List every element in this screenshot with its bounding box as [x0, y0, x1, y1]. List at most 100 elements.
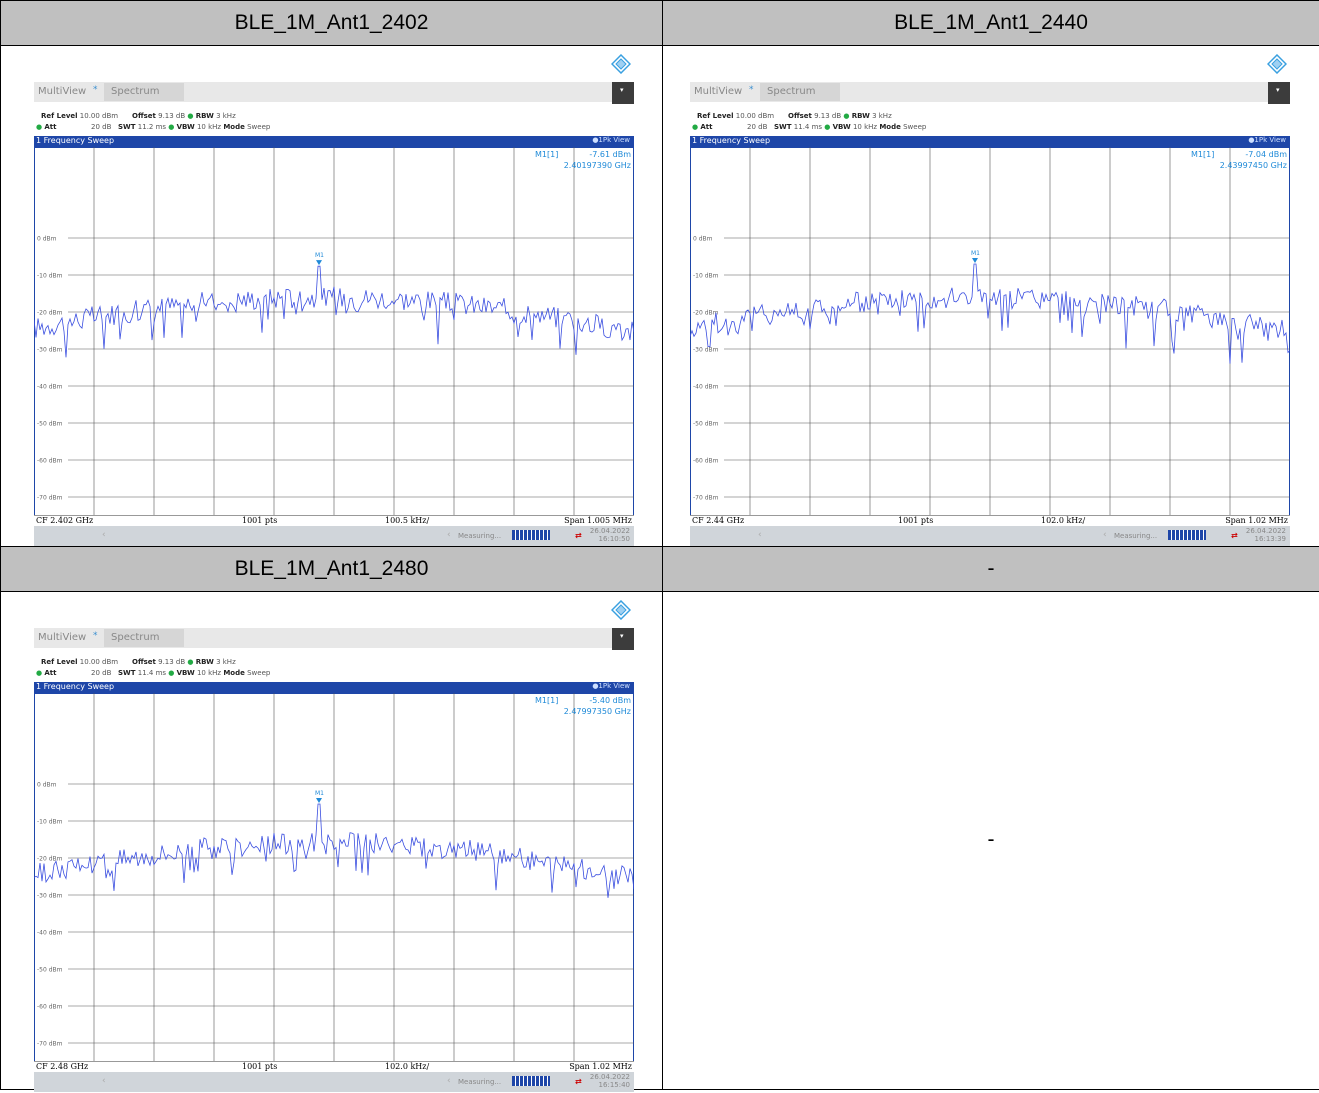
points-count: 1001 pts — [242, 1062, 278, 1071]
trace-view-label: ●1Pk View — [592, 136, 630, 144]
tab-spectrum[interactable]: Spectrum — [760, 83, 840, 101]
sweep-title-bar: 1 Frequency Sweep ●1Pk View — [690, 136, 1290, 147]
menu-button[interactable]: ▾ — [612, 82, 634, 104]
y-axis-label: -70 dBm — [37, 495, 63, 502]
sweep-title: 1 Frequency Sweep — [36, 136, 115, 145]
tab-spectrum-label: Spectrum — [111, 86, 160, 97]
remote-icon: ⇄ — [1231, 531, 1238, 540]
marker-value: -7.04 dBm — [1245, 150, 1287, 159]
empty-cell-dash: - — [987, 828, 995, 851]
y-axis-label: -40 dBm — [37, 930, 63, 937]
att-value: 20 dB — [91, 669, 112, 677]
trace-line — [34, 265, 634, 358]
y-axis-label: -30 dBm — [37, 347, 63, 354]
remote-icon: ⇄ — [575, 531, 582, 540]
ref-level-param: Ref Level 10.00 dBm — [697, 112, 775, 120]
frequency-step: 100.5 kHz/ — [385, 516, 430, 525]
y-axis-label: -10 dBm — [693, 273, 719, 280]
marker-triangle-icon — [316, 260, 322, 266]
frequency-step: 102.0 kHz/ — [385, 1062, 430, 1071]
header-cell-empty: - — [662, 546, 1319, 592]
tab-spectrum[interactable]: Spectrum — [104, 629, 184, 647]
menu-button[interactable]: ▾ — [612, 628, 634, 650]
att-param: ● Att — [36, 123, 57, 131]
swt-param: SWT 11.2 ms ● VBW 10 kHz Mode Sweep — [118, 123, 271, 131]
tab-spectrum[interactable]: Spectrum — [104, 83, 184, 101]
y-axis-label: -20 dBm — [37, 310, 63, 317]
marker-triangle-icon — [316, 797, 322, 803]
tab-bar: MultiView * Spectrum — [690, 82, 1290, 102]
offset-param: Offset 9.13 dB ● RBW 3 kHz — [132, 658, 236, 666]
y-axis-label: -10 dBm — [37, 273, 63, 280]
menu-chevron-icon: ▾ — [620, 632, 624, 640]
tab-multiview[interactable]: MultiView — [694, 86, 743, 97]
tab-multiview[interactable]: MultiView — [38, 86, 87, 97]
y-axis-label: 0 dBm — [37, 236, 57, 243]
marker-name: M1[1] — [1191, 150, 1215, 159]
left-chevron-icon[interactable]: ‹ — [1103, 530, 1107, 540]
sweep-title-bar: 1 Frequency Sweep ●1Pk View — [34, 682, 634, 693]
analyzer-screen: MultiView * Spectrum ▾ Ref Level 10.00 d… — [690, 52, 1290, 546]
measuring-progress — [1168, 530, 1206, 540]
y-axis-label: -50 dBm — [37, 421, 63, 428]
footer-bar: CF 2.48 GHz 1001 pts 102.0 kHz/ Span 1.0… — [34, 1061, 634, 1073]
frequency-span: Span 1.02 MHz — [569, 1062, 632, 1071]
marker-value: -7.61 dBm — [589, 150, 631, 159]
left-chevron-icon[interactable]: ‹ — [758, 530, 762, 540]
footer-bar: CF 2.402 GHz 1001 pts 100.5 kHz/ Span 1.… — [34, 515, 634, 527]
marker-tag: M1 — [315, 252, 324, 259]
left-chevron-icon[interactable]: ‹ — [102, 530, 106, 540]
left-chevron-icon[interactable]: ‹ — [447, 1076, 451, 1086]
menu-chevron-icon: ▾ — [620, 86, 624, 94]
y-axis-label: -50 dBm — [37, 967, 63, 974]
y-axis-label: -20 dBm — [37, 856, 63, 863]
timestamp: 26.04.2022 16:13:39 — [1245, 527, 1286, 543]
status-bar: ‹ ‹ Measuring... ⇄ 26.04.2022 16:13:39 — [690, 526, 1290, 546]
swt-param: SWT 11.4 ms ● VBW 10 kHz Mode Sweep — [118, 669, 271, 677]
y-axis-label: -10 dBm — [37, 819, 63, 826]
points-count: 1001 pts — [242, 516, 278, 525]
att-param: ● Att — [36, 669, 57, 677]
footer-bar: CF 2.44 GHz 1001 pts 102.0 kHz/ Span 1.0… — [690, 515, 1290, 527]
y-axis-label: -70 dBm — [37, 1041, 63, 1048]
empty-cell: - — [662, 591, 1319, 1090]
left-chevron-icon[interactable]: ‹ — [447, 530, 451, 540]
tab-bar: MultiView * Spectrum — [34, 628, 634, 648]
sweep-title: 1 Frequency Sweep — [692, 136, 771, 145]
left-chevron-icon[interactable]: ‹ — [102, 1076, 106, 1086]
marker-name: M1[1] — [535, 150, 559, 159]
rs-logo-icon — [1267, 54, 1287, 74]
center-frequency: CF 2.44 GHz — [692, 516, 745, 525]
spectrum-plot: 0 dBm -10 dBm -20 dBm -30 dBm -40 dBm -50 dBm… — [690, 147, 1290, 516]
header-cell-2402: BLE_1M_Ant1_2402 — [0, 0, 663, 46]
measuring-status: Measuring... — [458, 1078, 502, 1086]
rs-logo-icon — [611, 600, 631, 620]
y-axis-label: -40 dBm — [37, 384, 63, 391]
marker-frequency: 2.40197390 GHz — [563, 161, 631, 170]
tab-multiview[interactable]: MultiView — [38, 632, 87, 643]
ref-level-param: Ref Level 10.00 dBm — [41, 112, 119, 120]
ref-level-param: Ref Level 10.00 dBm — [41, 658, 119, 666]
center-frequency: CF 2.48 GHz — [36, 1062, 89, 1071]
y-axis-label: 0 dBm — [693, 236, 713, 243]
tab-modified-star: * — [93, 631, 98, 641]
frequency-span: Span 1.02 MHz — [1225, 516, 1288, 525]
menu-button[interactable]: ▾ — [1268, 82, 1290, 104]
header-cell-2480: BLE_1M_Ant1_2480 — [0, 546, 663, 592]
timestamp: 26.04.2022 16:10:50 — [589, 527, 630, 543]
sweep-title-bar: 1 Frequency Sweep ●1Pk View — [34, 136, 634, 147]
offset-param: Offset 9.13 dB ● RBW 3 kHz — [788, 112, 892, 120]
att-param: ● Att — [692, 123, 713, 131]
timestamp: 26.04.2022 16:15:40 — [589, 1073, 630, 1089]
marker-triangle-icon — [972, 258, 978, 264]
header-cell-2440: BLE_1M_Ant1_2440 — [662, 0, 1319, 46]
frequency-step: 102.0 kHz/ — [1041, 516, 1086, 525]
att-value: 20 dB — [747, 123, 768, 131]
spectrum-plot: 0 dBm -10 dBm -20 dBm -30 dBm -40 dBm -50 dBm… — [34, 693, 634, 1062]
trace-line — [34, 803, 634, 898]
sweep-title: 1 Frequency Sweep — [36, 682, 115, 691]
marker-frequency: 2.43997450 GHz — [1219, 161, 1287, 170]
tab-spectrum-label: Spectrum — [111, 632, 160, 643]
marker-value: -5.40 dBm — [589, 696, 631, 705]
trace-view-label: ●1Pk View — [592, 682, 630, 690]
